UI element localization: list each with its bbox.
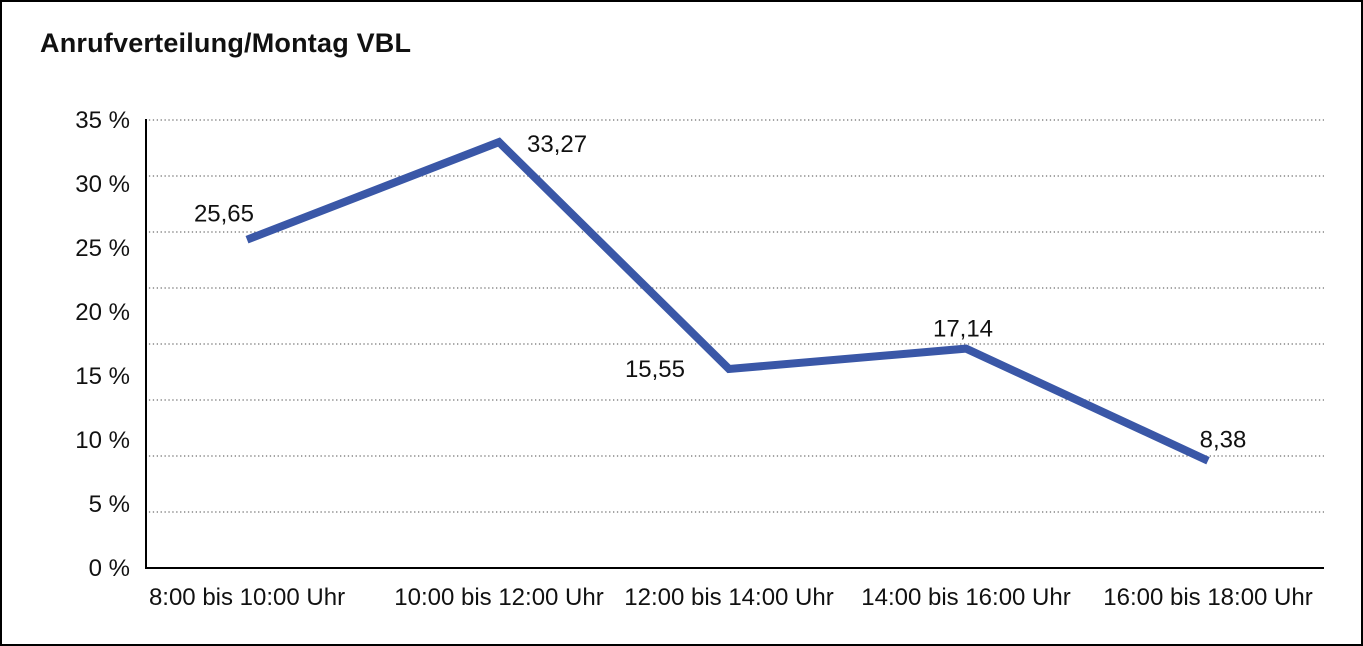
data-line xyxy=(245,137,1210,465)
chart-title: Anrufverteilung/Montag VBL xyxy=(40,28,412,58)
y-axis-tick-label: 0 % xyxy=(89,555,130,582)
data-point-label: 25,65 xyxy=(194,201,254,228)
x-axis-category-label: 8:00 bis 10:00 Uhr xyxy=(149,584,345,611)
y-axis-tick-label: 25 % xyxy=(75,235,130,262)
y-axis-tick-label: 15 % xyxy=(75,363,130,390)
y-axis-tick-label: 20 % xyxy=(75,299,130,326)
data-point-label: 15,55 xyxy=(625,356,685,383)
x-axis-category-label: 14:00 bis 16:00 Uhr xyxy=(861,584,1070,611)
y-axis-tick-label: 10 % xyxy=(75,427,130,454)
y-axis-tick-label: 5 % xyxy=(89,491,130,518)
data-point-label: 17,14 xyxy=(933,316,993,343)
x-axis-category-label: 16:00 bis 18:00 Uhr xyxy=(1103,584,1312,611)
y-axis-tick-label: 35 % xyxy=(75,107,130,134)
y-axis-tick-label: 30 % xyxy=(75,171,130,198)
data-point-label: 33,27 xyxy=(527,131,587,158)
x-axis-category-label: 12:00 bis 14:00 Uhr xyxy=(624,584,833,611)
x-axis-category-label: 10:00 bis 12:00 Uhr xyxy=(394,584,603,611)
data-point-label: 8,38 xyxy=(1200,427,1247,454)
